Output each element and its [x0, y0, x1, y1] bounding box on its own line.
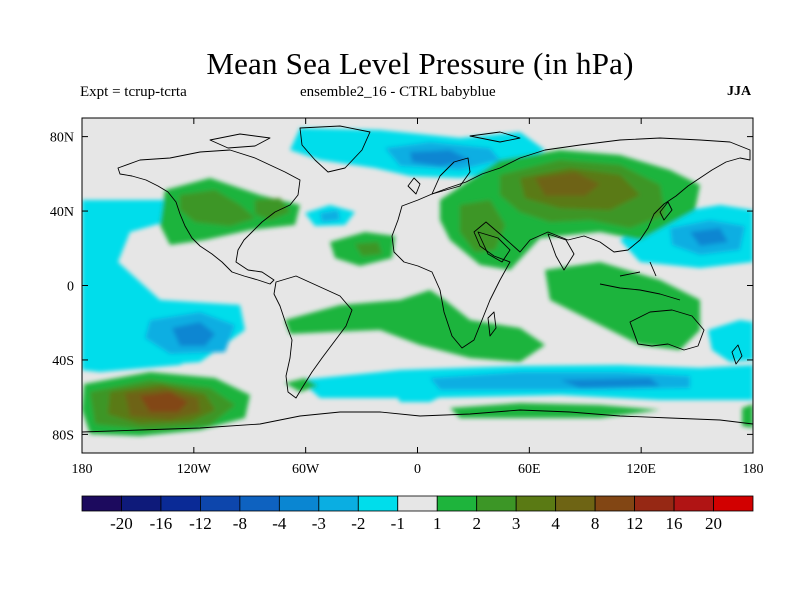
coastline-greenland — [299, 125, 371, 173]
colorbar-label: 12 — [626, 514, 643, 533]
positive-anomaly-core — [255, 198, 290, 220]
longitude-axis: 180 120W 60W 0 60E 120E 180 — [72, 118, 764, 477]
colorbar-swatch — [673, 495, 714, 512]
colorbar-swatch — [81, 495, 122, 512]
colorbar-swatch — [278, 495, 320, 512]
positive-anomaly-peak — [140, 392, 188, 412]
colorbar-label: 16 — [666, 514, 683, 533]
colorbar-label: 8 — [591, 514, 600, 533]
coastline-eurasia-africa — [391, 137, 751, 349]
colorbar-swatch — [555, 495, 596, 512]
x-tick-label: 180 — [72, 462, 93, 477]
colorbar-label: -16 — [150, 514, 173, 533]
y-tick-label: 0 — [67, 280, 74, 295]
coastline-new-zealand — [731, 344, 743, 365]
colorbar-label: -12 — [189, 514, 212, 533]
colorbar-swatch — [239, 495, 280, 512]
colorbar-swatch — [121, 495, 162, 512]
colorbar-swatch — [160, 495, 201, 512]
coastline-south-america — [273, 275, 353, 399]
x-tick-label: 120W — [177, 462, 212, 477]
negative-anomaly-core — [320, 210, 340, 222]
colorbar-swatch — [436, 495, 478, 512]
positive-anomaly-peak — [535, 172, 600, 196]
coastline-british-isles — [407, 177, 421, 195]
positive-anomaly-region — [545, 262, 700, 350]
negative-anomaly-peak — [172, 322, 215, 346]
colorbar: -20 -16 -12 -8 -4 -3 -2 -1 1 2 3 4 8 12 16 20 — [81, 495, 754, 533]
coastline-arctic-islands — [209, 131, 521, 149]
colorbar-label: 2 — [472, 514, 481, 533]
colorbar-label: -4 — [272, 514, 287, 533]
coastline-antarctica — [82, 409, 753, 433]
colorbar-swatch — [713, 495, 754, 512]
colorbar-label: 3 — [512, 514, 521, 533]
colorbar-label: 20 — [705, 514, 722, 533]
x-tick-label: 60W — [292, 462, 320, 477]
negative-anomaly-region — [708, 320, 753, 362]
coastline-indonesia — [599, 261, 681, 301]
positive-anomaly-region — [285, 378, 318, 392]
colorbar-swatch — [397, 495, 438, 512]
positive-anomaly-region — [742, 404, 753, 428]
x-tick-label: 180 — [743, 462, 764, 477]
latitude-axis: 80N 40N 0 40S 80S — [50, 131, 753, 443]
coastline-scandinavia — [431, 157, 471, 195]
coastline-india — [547, 233, 575, 271]
negative-anomaly-peak — [560, 378, 660, 388]
season-label: JJA — [727, 84, 752, 99]
map-title: Mean Sea Level Pressure (in hPa) — [206, 46, 634, 81]
negative-anomaly-region — [395, 385, 450, 402]
colorbar-swatch — [200, 495, 241, 512]
colorbar-label: -3 — [312, 514, 326, 533]
coastline-north-america — [117, 149, 301, 285]
colorbar-label: -1 — [391, 514, 405, 533]
x-tick-label: 60E — [518, 462, 541, 477]
y-tick-label: 80S — [52, 428, 74, 443]
coastline-australia — [629, 309, 705, 351]
colorbar-swatch — [318, 495, 359, 512]
positive-anomaly-region — [450, 403, 660, 418]
colorbar-label: 4 — [551, 514, 560, 533]
y-tick-label: 40S — [52, 354, 74, 369]
y-tick-label: 40N — [50, 205, 74, 220]
experiment-label: Expt = tcrup-tcrta — [80, 84, 187, 100]
colorbar-label: -2 — [351, 514, 365, 533]
coastline-madagascar — [487, 311, 497, 337]
colorbar-label: 1 — [433, 514, 442, 533]
pressure-anomaly-fields — [82, 128, 753, 436]
colorbar-swatch — [634, 495, 675, 512]
colorbar-swatch — [476, 495, 517, 512]
colorbar-label: -20 — [110, 514, 133, 533]
negative-anomaly-peak — [690, 228, 728, 246]
colorbar-swatch — [594, 495, 635, 512]
positive-anomaly-core — [460, 200, 505, 252]
positive-anomaly-core — [355, 242, 382, 256]
colorbar-swatch — [515, 495, 557, 512]
map-plot-area — [82, 118, 753, 453]
colorbar-label: -8 — [233, 514, 247, 533]
ensemble-label: ensemble2_16 - CTRL babyblue — [300, 84, 496, 100]
positive-anomaly-core — [180, 190, 255, 226]
colorbar-swatch — [357, 495, 399, 512]
x-tick-label: 0 — [414, 462, 421, 477]
coastline-arabia — [477, 231, 511, 263]
coastlines — [82, 125, 753, 433]
coastline-japan — [659, 201, 673, 221]
x-tick-label: 120E — [626, 462, 656, 477]
y-tick-label: 80N — [50, 131, 74, 146]
